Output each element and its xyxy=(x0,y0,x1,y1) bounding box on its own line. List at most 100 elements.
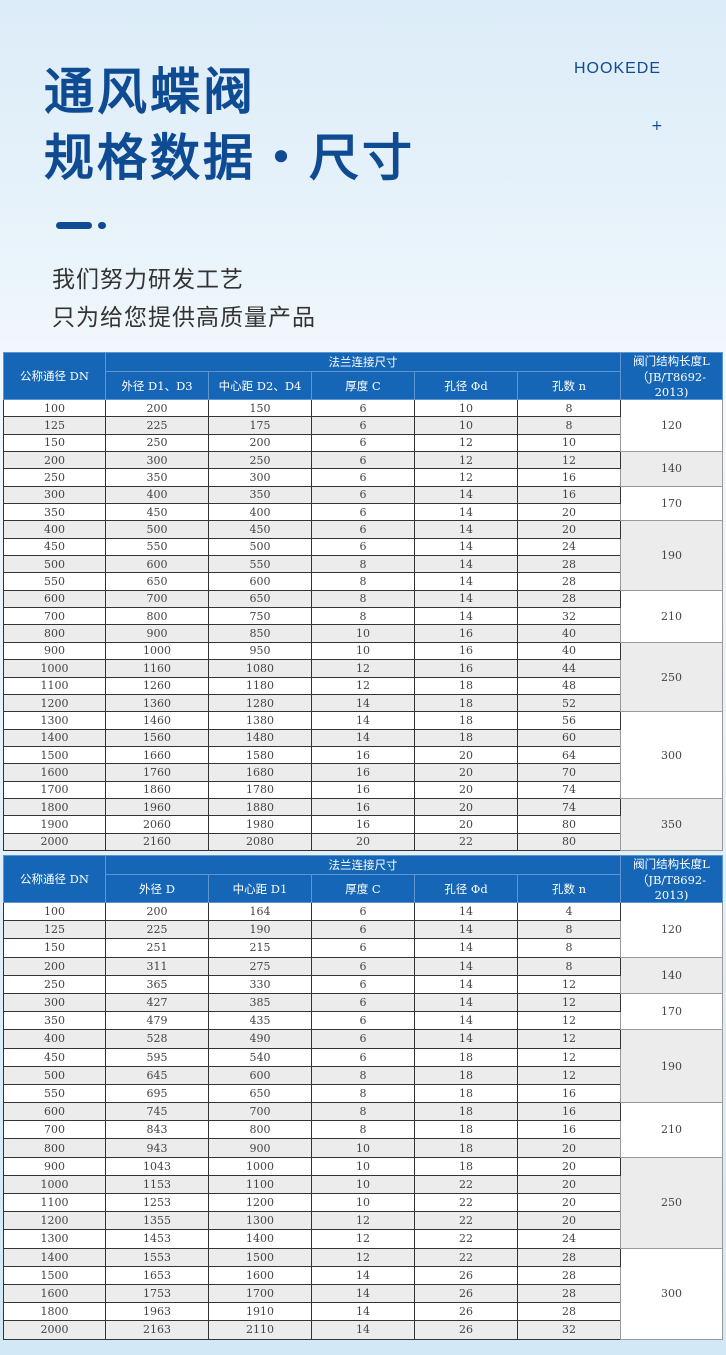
table-row: 450 550 500 6 14 24 xyxy=(3,537,723,557)
length-cell: 300 xyxy=(620,711,723,799)
table-row: 1100 1260 1180 12 18 48 xyxy=(3,676,723,695)
length-cell: 120 xyxy=(620,398,723,453)
table-cell: 16 xyxy=(517,1102,621,1122)
table-cell: 6 xyxy=(311,537,415,557)
table-row: 1500 1660 1580 16 20 64 xyxy=(3,745,723,765)
length-cell: 170 xyxy=(620,992,723,1031)
table-row: 1400 1560 1480 14 18 60 xyxy=(3,728,723,747)
table-cell: 6 xyxy=(311,520,415,539)
table-cell: 400 xyxy=(3,520,106,539)
table-cell: 10 xyxy=(414,416,518,435)
accent-bar xyxy=(56,222,92,229)
table-cell: 365 xyxy=(105,974,209,994)
table-cell: 20 xyxy=(414,745,518,765)
table-row: 400 500 450 6 14 20 190 xyxy=(3,520,723,591)
table-cell: 6 xyxy=(311,1047,415,1067)
table-cell: 100 xyxy=(3,901,106,922)
table-cell: 750 xyxy=(208,607,312,626)
table-cell: 250 xyxy=(3,468,106,487)
table-cell: 20 xyxy=(517,1174,621,1195)
table-cell: 275 xyxy=(208,956,312,976)
table-cell: 400 xyxy=(208,503,312,522)
table-cell: 10 xyxy=(517,433,621,453)
table-cell: 8 xyxy=(311,1120,415,1140)
table-cell: 24 xyxy=(517,537,621,557)
length-cell: 120 xyxy=(620,902,723,958)
header-col: 孔数 n xyxy=(517,874,621,903)
table-cell: 350 xyxy=(3,503,106,522)
table-row: 450 595 540 6 18 12 xyxy=(3,1047,723,1067)
table-cell: 12 xyxy=(517,1029,621,1049)
table-cell: 427 xyxy=(105,992,209,1013)
table-cell: 14 xyxy=(414,520,518,539)
table-cell: 250 xyxy=(105,433,209,453)
table-cell: 8 xyxy=(311,1065,415,1085)
header-col: 厚度 C xyxy=(311,874,415,903)
table-cell: 800 xyxy=(3,1138,106,1158)
table-row: 150 250 200 6 12 10 xyxy=(3,433,723,453)
table-cell: 1000 xyxy=(208,1156,312,1176)
table-cell: 200 xyxy=(208,433,312,453)
table-cell: 1660 xyxy=(105,745,209,765)
table-cell: 20 xyxy=(517,503,621,522)
table-cell: 24 xyxy=(517,1229,621,1249)
table-cell: 800 xyxy=(3,624,106,643)
table-cell: 1553 xyxy=(105,1247,209,1267)
table-cell: 1500 xyxy=(3,745,106,765)
table-row: 2000 2160 2080 20 22 80 xyxy=(3,832,723,851)
table-cell: 225 xyxy=(105,416,209,435)
table-cell: 1600 xyxy=(3,1283,106,1304)
table-row: 2000 2163 2110 14 26 32 xyxy=(3,1320,723,1340)
table-cell: 1860 xyxy=(105,780,209,799)
table-cell: 20 xyxy=(414,780,518,799)
table-cell: 12 xyxy=(517,1011,621,1031)
table-cell: 6 xyxy=(311,956,415,976)
table-cell: 6 xyxy=(311,468,415,487)
table-cell: 1260 xyxy=(105,676,209,695)
table-cell: 8 xyxy=(517,920,621,940)
table-cell: 10 xyxy=(311,1156,415,1176)
table-cell: 1360 xyxy=(105,693,209,713)
table-cell: 175 xyxy=(208,416,312,435)
table-cell: 1100 xyxy=(3,1192,106,1213)
table-cell: 1460 xyxy=(105,711,209,730)
header-col: 孔径 Φd xyxy=(414,371,518,400)
table-cell: 1000 xyxy=(3,1174,106,1195)
table-cell: 1400 xyxy=(208,1229,312,1249)
table-cell: 100 xyxy=(3,398,106,418)
table-cell: 16 xyxy=(517,485,621,505)
table-cell: 4 xyxy=(517,901,621,922)
table-cell: 450 xyxy=(3,537,106,557)
table-cell: 2080 xyxy=(208,832,312,851)
table-cell: 1760 xyxy=(105,763,209,782)
table-cell: 645 xyxy=(105,1065,209,1085)
table-cell: 385 xyxy=(208,992,312,1013)
table-cell: 600 xyxy=(3,1102,106,1122)
table-cell: 595 xyxy=(105,1047,209,1067)
table-cell: 14 xyxy=(311,1320,415,1340)
table-cell: 28 xyxy=(517,1302,621,1322)
table-cell: 6 xyxy=(311,992,415,1013)
table-cell: 6 xyxy=(311,451,415,470)
table-row: 700 800 750 8 14 32 xyxy=(3,607,723,626)
table-cell: 52 xyxy=(517,693,621,713)
table-cell: 12 xyxy=(414,468,518,487)
table-cell: 14 xyxy=(414,485,518,505)
table-cell: 2110 xyxy=(208,1320,312,1340)
table-cell: 650 xyxy=(105,572,209,591)
table-cell: 16 xyxy=(311,780,415,799)
table-cell: 1280 xyxy=(208,693,312,713)
table-cell: 1700 xyxy=(3,780,106,799)
table-cell: 1300 xyxy=(3,1229,106,1249)
table-cell: 14 xyxy=(414,555,518,574)
header-col: 外径 D xyxy=(105,874,209,903)
table-row: 1200 1360 1280 14 18 52 xyxy=(3,693,723,713)
table-cell: 12 xyxy=(517,992,621,1013)
spec-table-2: 公称通径 DN 法兰连接尺寸 阀门结构长度L（JB/T8692-2013) 外径 … xyxy=(3,855,723,1340)
table-cell: 2000 xyxy=(3,832,106,851)
table-row: 1000 1153 1100 10 22 20 xyxy=(3,1174,723,1195)
table-cell: 14 xyxy=(414,920,518,940)
table-cell: 1153 xyxy=(105,1174,209,1195)
table-cell: 650 xyxy=(208,589,312,609)
table-cell: 22 xyxy=(414,1192,518,1213)
